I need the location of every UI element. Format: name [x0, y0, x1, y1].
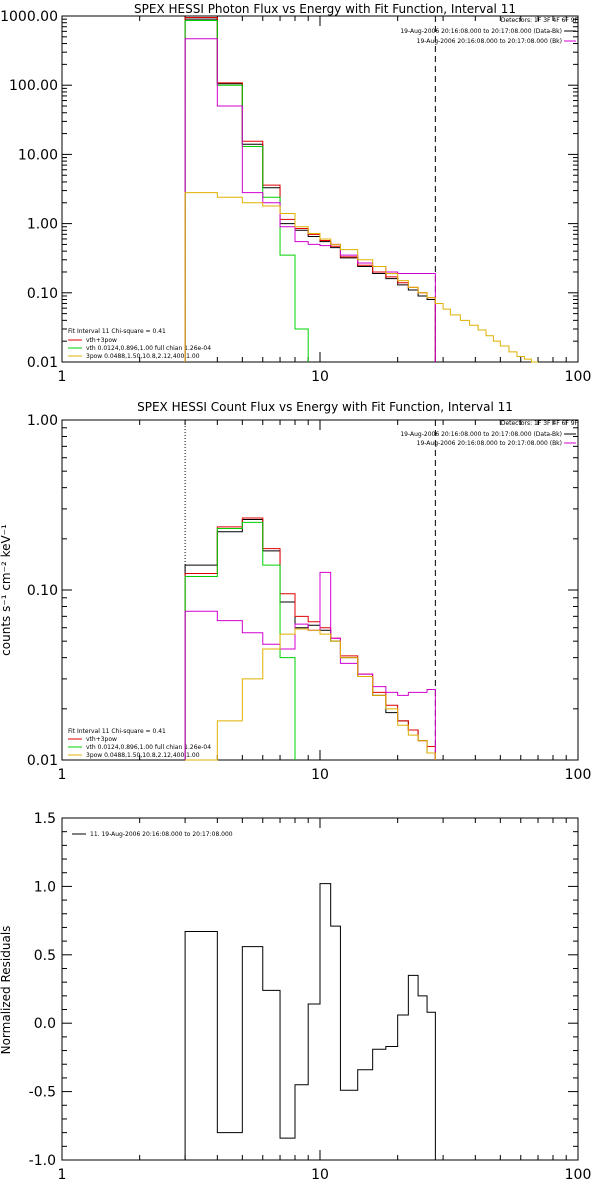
legend-line2: 19-Aug-2006 20:16:08.000 to 20:17:08.000… [417, 440, 562, 447]
plot-frame [61, 15, 579, 363]
series-bkg [184, 571, 436, 760]
y-tick-label: 0.5 [34, 948, 56, 964]
y-axis-label: counts s⁻¹ cm⁻² keV⁻¹ [0, 524, 13, 656]
x-tick-label: 100 [565, 767, 592, 783]
x-tick-label: 100 [565, 1167, 592, 1183]
legend-entry-vth: vth 0.0124,0.896,1.00 full chian 1.26e-0… [86, 345, 211, 352]
panel-title: SPEX HESSI Photon Flux vs Energy with Fi… [134, 2, 516, 16]
y-tick-label: 1.00 [27, 217, 58, 233]
panel-title: SPEX HESSI Count Flux vs Energy with Fit… [137, 400, 513, 414]
count-flux-panel: SPEX HESSI Count Flux vs Energy with Fit… [0, 400, 591, 783]
y-tick-label: 10.00 [18, 147, 58, 163]
legend-right: Detectors: 1F 3F 4F 6F 9F 19-Aug-2006 20… [400, 17, 578, 45]
y-tick-label: 0.0 [34, 1016, 56, 1032]
legend-entry-pow: 3pow 0.0488,1.50,10.8,2.12,400,1.00 [86, 353, 200, 360]
legend-entry-vth: vth 0.0124,0.896,1.00 full chian 1.26e-0… [86, 744, 211, 751]
x-tick-label: 1 [58, 369, 67, 385]
legend-detectors: Detectors: 1F 3F 4F 6F 9F [501, 420, 579, 427]
x-tick-label: 1 [58, 1167, 67, 1183]
x-tick-label: 10 [311, 767, 329, 783]
series-vth [184, 20, 309, 362]
legend-entry-pow: 3pow 0.0488,1.50,10.8,2.12,400,1.00 [86, 752, 200, 759]
x-tick-label: 100 [565, 369, 592, 385]
residual-legend: 11. 19-Aug-2006 20:16:08.000 to 20:17:08… [90, 831, 233, 838]
y-tick-label: 0.01 [27, 753, 58, 769]
y-tick-label: 0.01 [27, 355, 58, 371]
y-tick-label: -0.5 [29, 1085, 56, 1101]
legend-line2: 19-Aug-2006 20:16:08.000 to 20:17:08.000… [417, 38, 562, 45]
legend-entry-total: vth+3pow [86, 736, 117, 743]
legend-left: Fit Interval 11 Chi-square = 0.41 vth+3p… [68, 728, 211, 759]
y-tick-label: -1.0 [29, 1153, 56, 1169]
y-tick-label: 1000.00 [0, 9, 58, 25]
legend-detectors: Detectors: 1F 3F 4F 6F 9F [501, 17, 579, 24]
residuals-panel: Normalized Residuals 11. 19-Aug-2006 20:… [0, 811, 591, 1183]
series-3pow [185, 628, 436, 761]
legend-entry-total: vth+3pow [86, 337, 117, 344]
legend-line1: 19-Aug-2006 20:16:08.000 to 20:17:08.000… [400, 28, 562, 35]
y-tick-label: 1.00 [27, 413, 58, 429]
y-tick-label: 0.10 [27, 286, 58, 302]
series-bkg [184, 38, 436, 362]
series-residuals [184, 883, 436, 1160]
y-axis-label: Normalized Residuals [0, 926, 13, 1055]
legend-left: Fit Interval 11 Chi-square = 0.41 vth+3p… [68, 328, 211, 360]
legend-right: Detectors: 1F 3F 4F 6F 9F 19-Aug-2006 20… [400, 420, 578, 447]
series-3pow [184, 192, 539, 363]
legend-header: Fit Interval 11 Chi-square = 0.41 [68, 328, 166, 335]
y-tick-label: 100.00 [9, 78, 58, 94]
x-tick-label: 10 [311, 1167, 329, 1183]
x-tick-label: 10 [311, 369, 329, 385]
y-tick-label: 0.10 [27, 583, 58, 599]
y-tick-label: 1.5 [34, 811, 56, 827]
legend-line1: 19-Aug-2006 20:16:08.000 to 20:17:08.000… [400, 431, 562, 438]
series-vth+3pow [184, 17, 436, 362]
y-tick-label: 1.0 [34, 879, 56, 895]
photon-flux-panel: SPEX HESSI Photon Flux vs Energy with Fi… [0, 2, 591, 385]
legend-header: Fit Interval 11 Chi-square = 0.41 [68, 728, 166, 735]
series-data [184, 18, 436, 362]
x-tick-label: 1 [58, 767, 67, 783]
series-vth [184, 521, 296, 760]
